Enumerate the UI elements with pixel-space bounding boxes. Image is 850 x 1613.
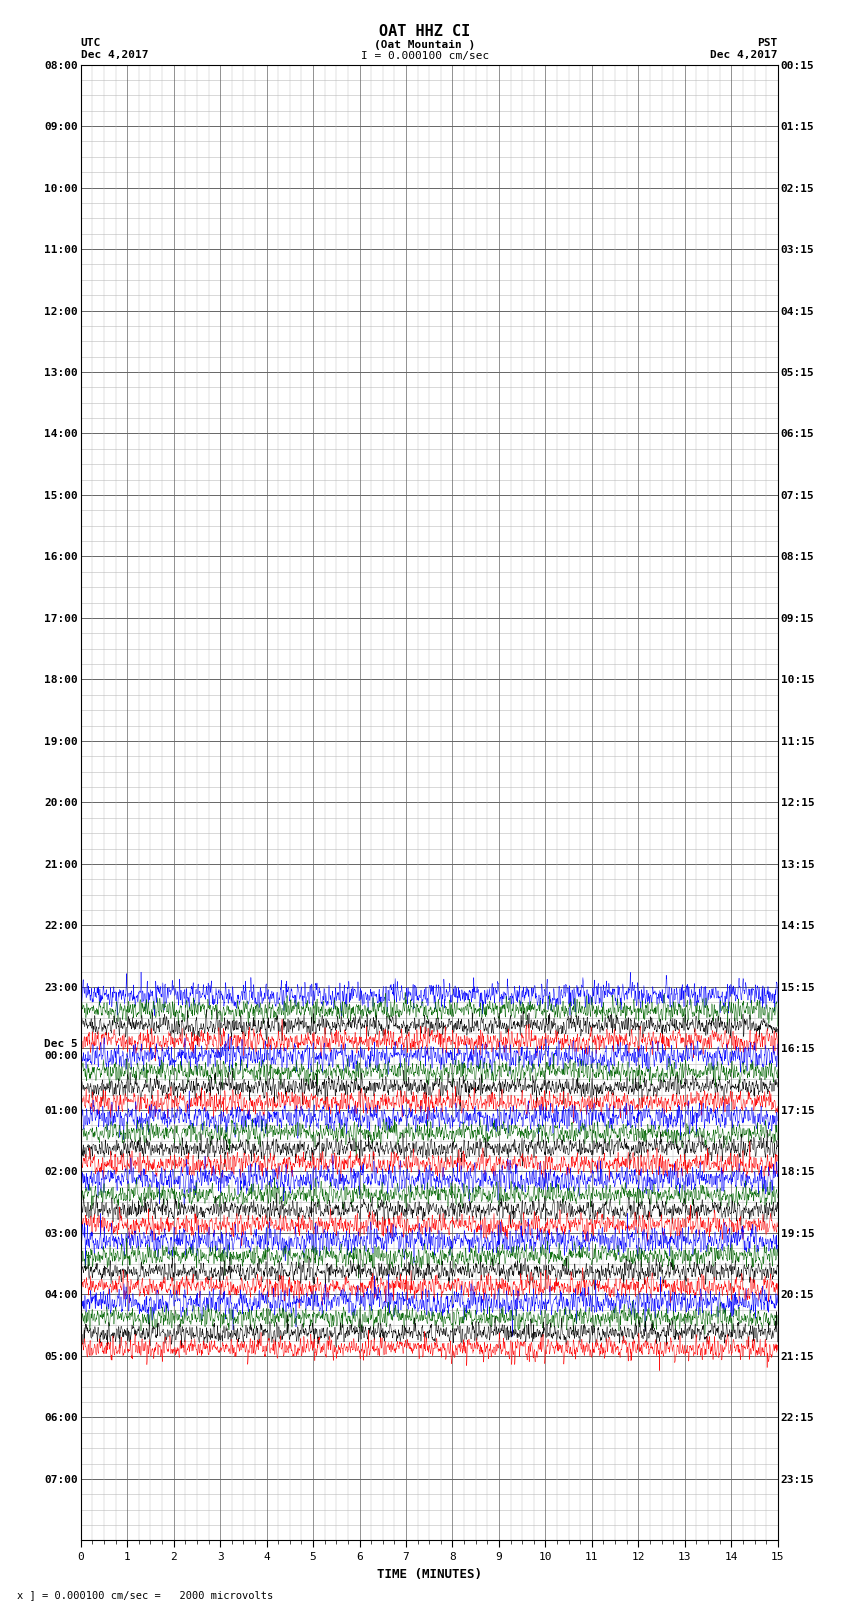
Text: x ] = 0.000100 cm/sec =   2000 microvolts: x ] = 0.000100 cm/sec = 2000 microvolts bbox=[17, 1590, 273, 1600]
Text: Dec 4,2017: Dec 4,2017 bbox=[711, 50, 778, 60]
Text: I = 0.000100 cm/sec: I = 0.000100 cm/sec bbox=[361, 52, 489, 61]
X-axis label: TIME (MINUTES): TIME (MINUTES) bbox=[377, 1568, 482, 1581]
Text: OAT HHZ CI: OAT HHZ CI bbox=[379, 24, 471, 39]
Text: PST: PST bbox=[757, 39, 778, 48]
Text: (Oat Mountain ): (Oat Mountain ) bbox=[374, 40, 476, 50]
Text: Dec 4,2017: Dec 4,2017 bbox=[81, 50, 148, 60]
Text: UTC: UTC bbox=[81, 39, 101, 48]
